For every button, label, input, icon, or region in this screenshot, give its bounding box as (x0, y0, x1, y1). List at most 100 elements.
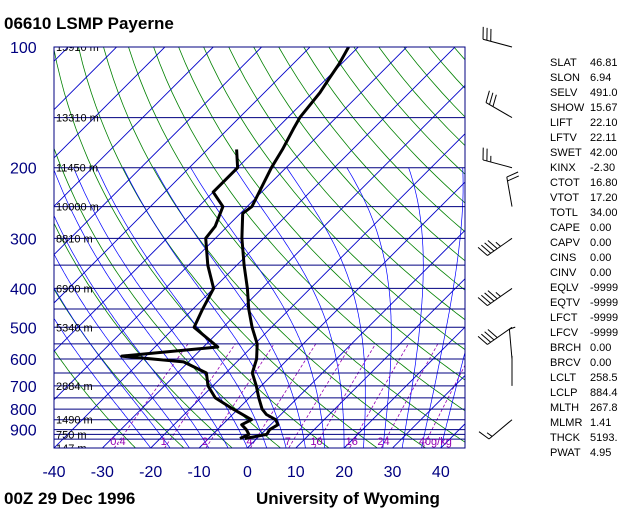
pressure-tick-label: 300 (10, 231, 37, 248)
index-name: EQLV (550, 282, 579, 294)
isotherm-line (343, 326, 465, 448)
isotherm-line (391, 374, 465, 448)
height-label: 11450 m (56, 163, 98, 175)
isotherm-line (54, 47, 214, 207)
index-name: MLTH (550, 402, 580, 414)
index-name: BRCV (550, 357, 581, 369)
mixing-ratio-label: 40g/kg (419, 436, 452, 448)
index-name: SHOW (550, 102, 585, 114)
height-label: 147 m (56, 443, 87, 455)
index-row: CINS 0.00 (550, 251, 640, 266)
height-label: 10000 m (56, 202, 99, 214)
mixing-ratio-label: 24 (377, 436, 389, 448)
time-title: 00Z 29 Dec 1996 (4, 489, 136, 508)
index-name: MLMR (550, 417, 583, 429)
wind-barb (482, 26, 513, 48)
index-name: CTOT (550, 177, 580, 189)
index-row: TOTL 34.00 (550, 206, 640, 221)
moist-adiabat-line (421, 167, 464, 448)
index-name: THCK (550, 432, 580, 444)
isotherm-line (54, 47, 263, 256)
index-row: LCLP 884.4 (550, 386, 640, 401)
wind-barb (478, 419, 513, 440)
dry-adiabat-line (303, 47, 465, 233)
temperature-tick-label: -40 (42, 464, 65, 481)
index-value: 4.95 (590, 447, 612, 459)
wind-barb (477, 237, 513, 256)
isotherm-line (246, 229, 465, 448)
mixing-ratio-label: 1 (161, 436, 167, 448)
isotherm-line (54, 47, 456, 448)
index-name: SELV (550, 87, 578, 99)
isotherm-line (295, 278, 465, 448)
pressure-tick-label: 400 (10, 281, 37, 298)
dry-adiabat-line (178, 47, 465, 381)
index-row: BRCH 0.00 (550, 341, 640, 356)
mixing-ratio-label: 4 (246, 436, 252, 448)
height-label: 1490 m (56, 415, 93, 427)
index-name: LFCV (550, 327, 579, 339)
index-name: LCLP (550, 387, 578, 399)
index-name: EQTV (550, 297, 580, 309)
dry-adiabat-line (54, 47, 330, 448)
index-name: TOTL (550, 207, 578, 219)
index-value: 22.10 (590, 117, 618, 129)
index-value: 0.00 (590, 222, 612, 234)
index-value: 46.81 (590, 57, 618, 69)
index-value: 22.11 (590, 132, 617, 144)
index-value: 0.00 (590, 237, 612, 249)
index-name: CINS (550, 252, 577, 264)
mixing-ratio-label: 2 (202, 436, 208, 448)
index-row: VTOT 17.20 (550, 191, 640, 206)
index-value: 491.0 (590, 87, 618, 99)
pressure-tick-label: 200 (10, 161, 37, 178)
source-title: University of Wyoming (256, 489, 440, 508)
dry-adiabat-line (78, 47, 378, 448)
mixing-ratio-line (422, 364, 465, 448)
index-name: LIFT (550, 117, 573, 129)
dry-adiabat-line (54, 222, 233, 448)
wind-barb (482, 147, 513, 169)
height-label: 2884 m (56, 381, 93, 393)
temperature-tick-label: 20 (335, 464, 353, 481)
index-row: LFCV -9999 (550, 326, 640, 341)
plot-area: 15910 m 13310 m 11450 m 10000 m 8810 m 6900 m… (54, 47, 465, 455)
index-row: CTOT 16.80 (550, 176, 640, 191)
temperature-tick-label: -20 (139, 464, 162, 481)
temperature-tick-label: -10 (187, 464, 210, 481)
moist-adiabat-line (346, 167, 392, 448)
index-name: CAPE (550, 222, 580, 234)
index-row: SLON 6.94 (550, 71, 640, 86)
station-title: 06610 LSMP Payerne (4, 14, 174, 33)
height-label: 13310 m (56, 113, 99, 125)
index-name: VTOT (550, 192, 580, 204)
sounding-indices-table: SLAT 46.81 SLON 6.94 SELV 491.0 SHOW 15.67 LIFT 2… (550, 56, 640, 461)
index-row: LIFT 22.10 (550, 116, 640, 131)
index-value: -2.30 (590, 162, 616, 174)
isotherm-line (198, 181, 465, 448)
isotherm-line (54, 47, 359, 352)
index-row: CAPE 0.00 (550, 221, 640, 236)
pressure-tick-label: 900 (10, 423, 37, 440)
index-row: KINX -2.30 (550, 161, 640, 176)
isotherm-line (101, 84, 465, 448)
temperature-tick-label: 40 (432, 464, 450, 481)
dewpoint-trace (120, 149, 253, 440)
index-row: THCK 5193. (550, 431, 640, 446)
index-value: 17.20 (590, 192, 618, 204)
index-row: PWAT 4.95 (550, 446, 640, 461)
index-row: CAPV 0.00 (550, 236, 640, 251)
index-name: LFTV (550, 132, 577, 144)
index-value: 258.5 (590, 372, 618, 384)
temperature-trace (240, 47, 350, 440)
index-row: EQTV -9999 (550, 296, 640, 311)
wind-barb (508, 326, 516, 360)
temperature-tick-label: -30 (91, 464, 114, 481)
index-row: LFCT -9999 (550, 311, 640, 326)
pressure-tick-label: 600 (10, 352, 37, 369)
index-name: SLAT (550, 57, 577, 69)
index-row: BRCV 0.00 (550, 356, 640, 371)
index-value: 1.41 (590, 417, 612, 429)
dry-adiabat-line (203, 47, 465, 351)
